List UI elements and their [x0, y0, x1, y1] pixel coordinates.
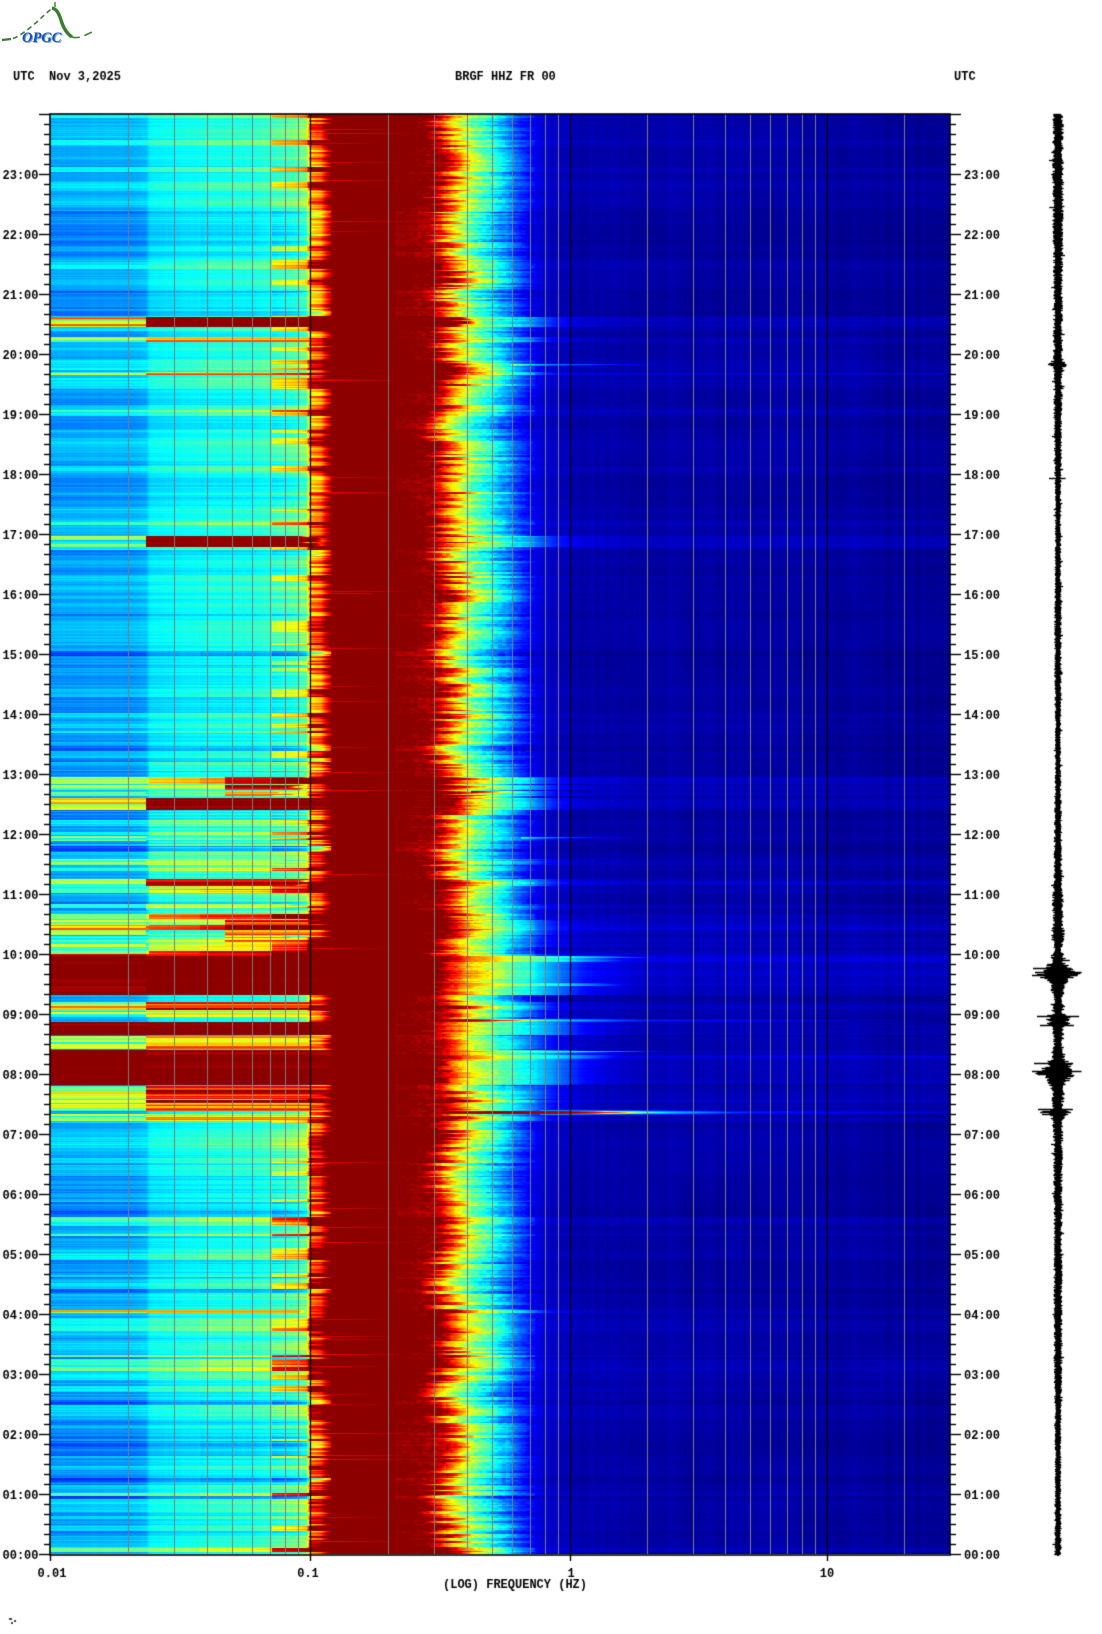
svg-text:OPGC: OPGC [23, 31, 63, 47]
svg-text:OPGC: OPGC [22, 30, 62, 46]
